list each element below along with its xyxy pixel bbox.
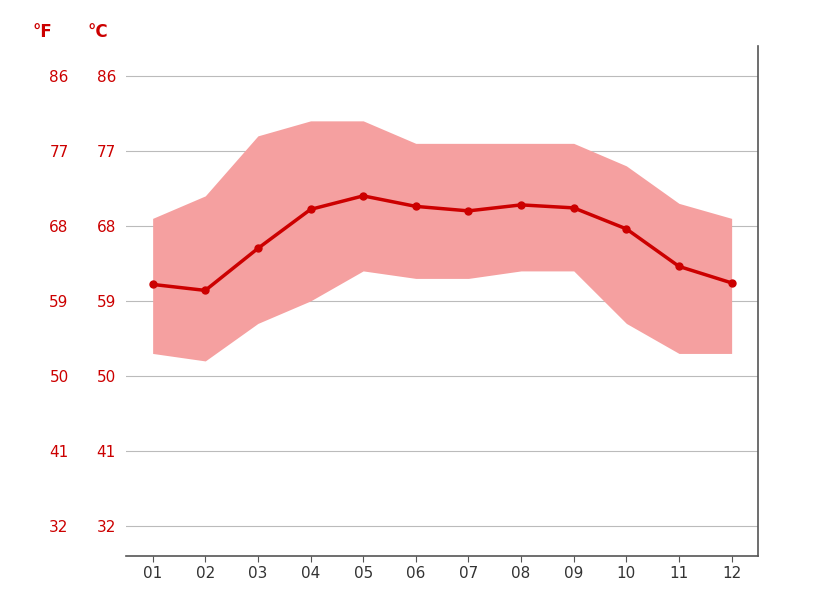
Text: °C: °C	[87, 23, 108, 41]
Text: °F: °F	[33, 23, 52, 41]
